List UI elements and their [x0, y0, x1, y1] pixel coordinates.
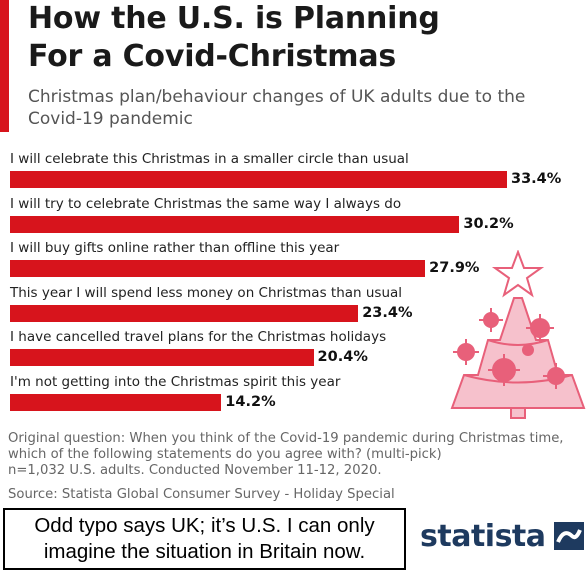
bar — [10, 304, 359, 322]
title-accent-bar — [0, 0, 9, 132]
chart-row: I will try to celebrate Christmas the sa… — [10, 196, 580, 240]
title-line-2: For a Covid-Christmas — [28, 39, 397, 74]
bar — [10, 171, 507, 188]
footnote-line-2: which of the following statements do you… — [8, 447, 442, 462]
category-label: I will try to celebrate Christmas the sa… — [10, 195, 402, 212]
value-label: 33.4% — [511, 171, 562, 187]
chart-subtitle: Christmas plan/behaviour changes of UK a… — [28, 87, 526, 129]
bar — [10, 393, 222, 411]
category-label: This year I will spend less money on Chr… — [10, 284, 403, 301]
footnote-line-1: Original question: When you think of the… — [8, 431, 564, 446]
title-line-1: How the U.S. is Planning — [28, 1, 440, 36]
category-label: I will celebrate this Christmas in a sma… — [10, 151, 409, 167]
statista-logo-icon — [553, 522, 584, 550]
caption-line-1: Odd typo says UK; it’s U.S. I can only — [34, 514, 375, 537]
brand-name: statista — [420, 518, 546, 554]
bar — [10, 349, 314, 366]
value-label: 27.9% — [429, 260, 480, 276]
caption-line-2: imagine the situation in Britain now. — [43, 540, 366, 563]
chart-row: I will celebrate this Christmas in a sma… — [10, 151, 580, 195]
category-label: I will buy gifts online rather than offl… — [10, 240, 340, 256]
category-label: I'm not getting into the Christmas spiri… — [10, 373, 341, 390]
bar — [10, 215, 460, 233]
page-title: How the U.S. is Planning For a Covid-Chr… — [28, 0, 440, 76]
bar — [10, 260, 426, 277]
value-label: 30.2% — [463, 215, 514, 232]
chart-row: This year I will spend less money on Chr… — [10, 285, 580, 329]
chart-footnote: Original question: When you think of the… — [8, 431, 583, 479]
footnote-line-3: n=1,032 U.S. adults. Conducted November … — [8, 463, 382, 478]
caption-box: Odd typo says UK; it’s U.S. I can only i… — [3, 508, 406, 570]
chart-row: I'm not getting into the Christmas spiri… — [10, 374, 580, 418]
chart-row: I will buy gifts online rather than offl… — [10, 240, 580, 284]
value-label: 23.4% — [362, 304, 413, 321]
value-label: 20.4% — [317, 349, 368, 365]
chart-row: I have cancelled travel plans for the Ch… — [10, 329, 580, 373]
category-label: I have cancelled travel plans for the Ch… — [10, 329, 387, 345]
chart-source: Source: Statista Global Consumer Survey … — [8, 487, 395, 502]
value-label: 14.2% — [225, 393, 276, 410]
christmas-tree-icon — [450, 250, 586, 419]
statista-logo[interactable]: statista — [420, 514, 584, 558]
